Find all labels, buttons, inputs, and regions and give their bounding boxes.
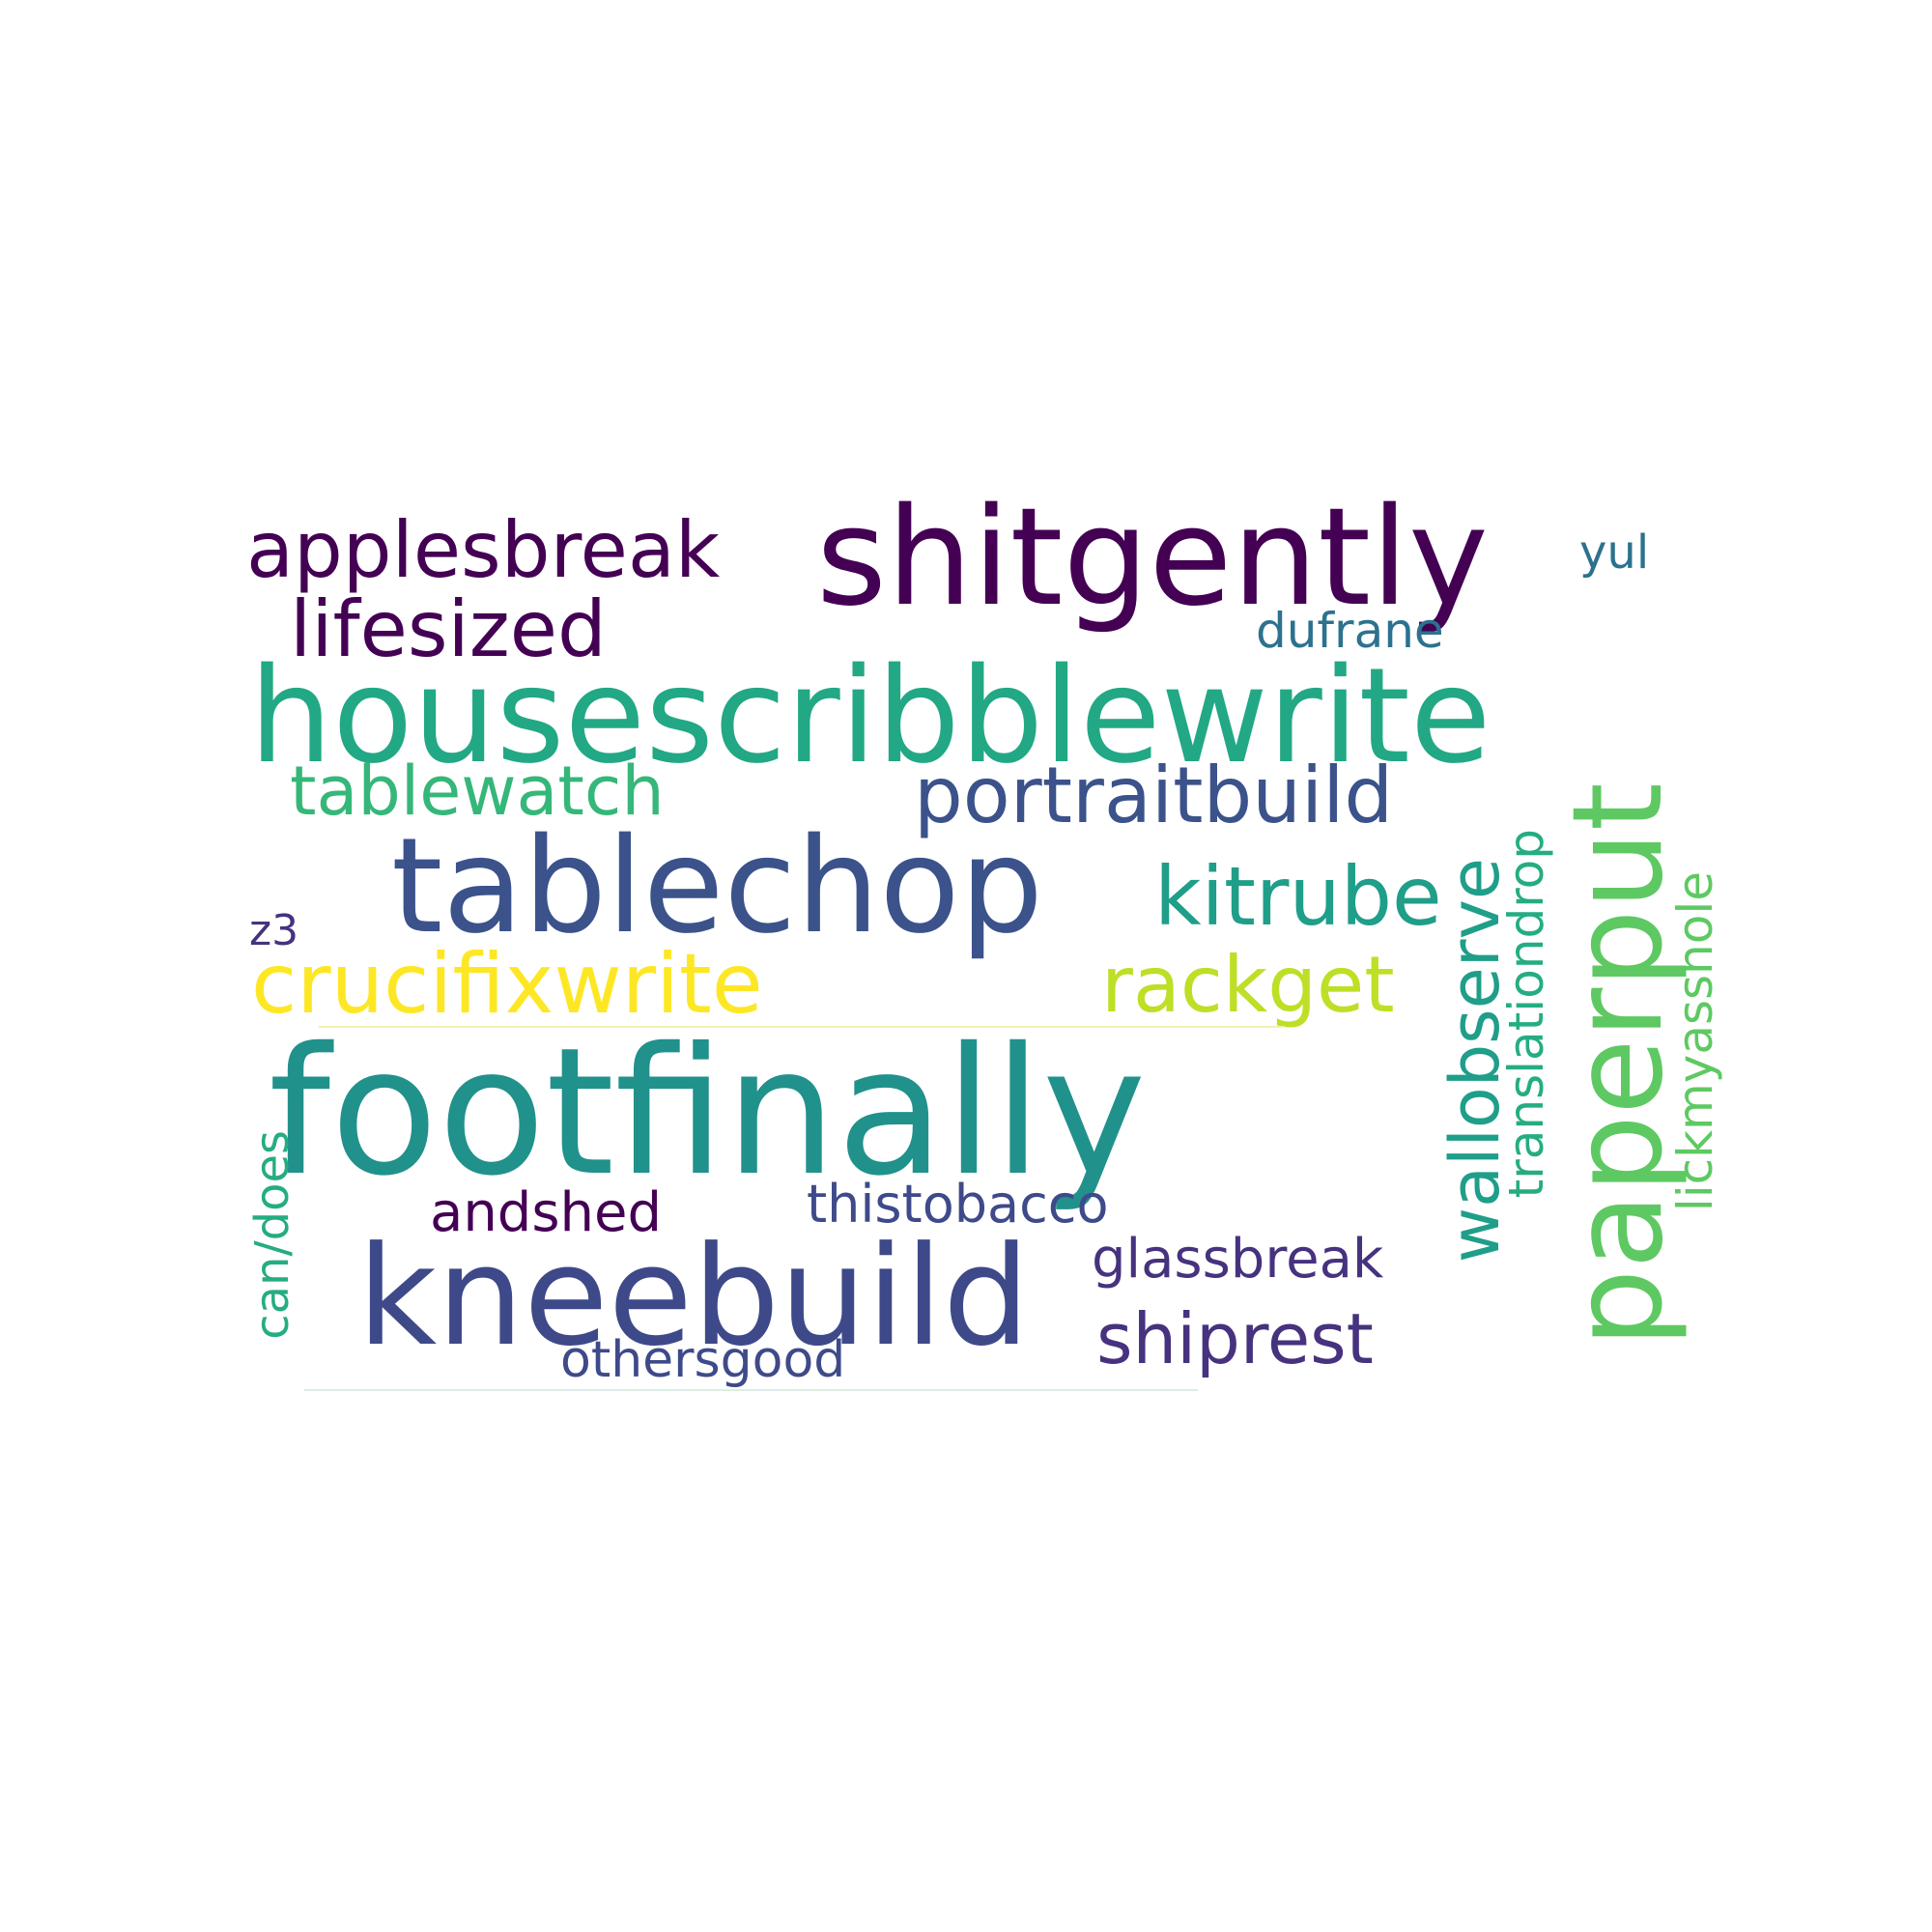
word-kneebuild: kneebuild — [357, 1217, 1031, 1377]
word-shitgently: shitgently — [816, 479, 1489, 637]
word-can-does: can/does — [245, 1130, 299, 1340]
word-paperput: paperput — [1547, 782, 1690, 1348]
word-yul: yul — [1579, 526, 1650, 580]
decorative-line — [319, 1026, 1285, 1028]
word-lifesized: lifesized — [290, 584, 607, 674]
decorative-line — [304, 1389, 1198, 1391]
word-andshed: andshed — [430, 1181, 663, 1244]
word-lickmyasshole: lickmyasshole — [1667, 871, 1723, 1212]
word-tablewatch: tablewatch — [290, 752, 665, 831]
word-portraitbuild: portraitbuild — [914, 751, 1394, 840]
word-applesbreak: applesbreak — [246, 505, 721, 595]
word-tablechop: tablechop — [391, 810, 1043, 963]
word-shiprest: shiprest — [1096, 1298, 1374, 1379]
word-othersgood: othersgood — [560, 1331, 846, 1389]
word-rackget: rackget — [1101, 940, 1395, 1030]
word-crucifixwrite: crucifixwrite — [251, 936, 763, 1033]
word-dufrane: dufrane — [1256, 603, 1444, 659]
word-thistobacco: thistobacco — [807, 1174, 1109, 1235]
word-kitrube: kitrube — [1154, 849, 1442, 944]
word-z3: z3 — [249, 906, 299, 955]
word-footfinally: footfinally — [269, 1009, 1147, 1214]
word-glassbreak: glassbreak — [1092, 1228, 1384, 1291]
word-translationdrop: translationdrop — [1498, 829, 1554, 1199]
word-housescribblewrite: housescribblewrite — [249, 640, 1492, 793]
